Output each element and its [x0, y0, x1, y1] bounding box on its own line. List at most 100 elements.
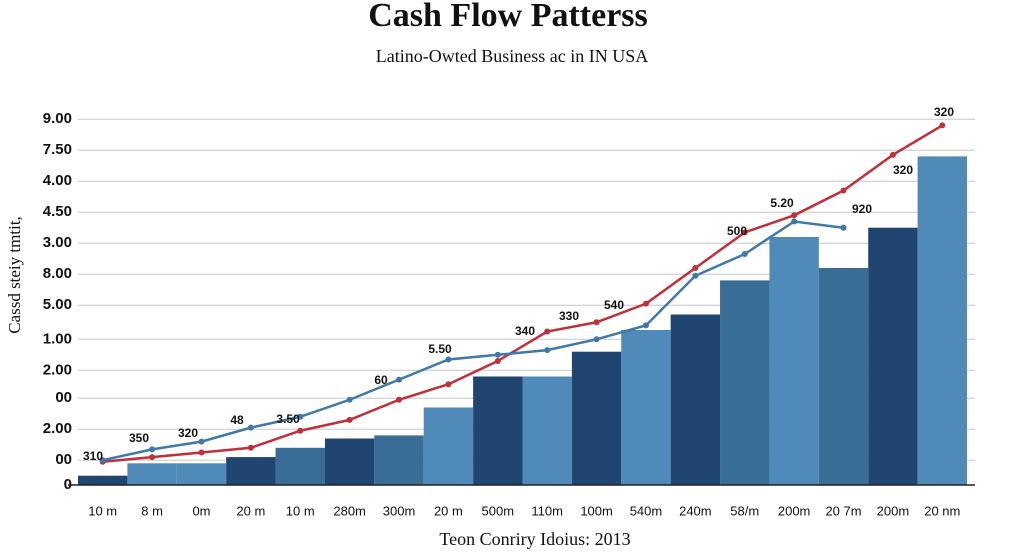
chart-title: Cash Flow Patterss	[368, 0, 648, 34]
annotation: 330	[559, 309, 579, 323]
x-tick-label: 540m	[630, 503, 663, 518]
bar	[275, 447, 325, 485]
bar	[127, 463, 177, 485]
line-point	[889, 151, 896, 158]
line-point	[99, 457, 106, 464]
bar	[621, 330, 671, 485]
y-tick-label: 2.00	[43, 420, 72, 437]
annotation: 3.50	[276, 412, 300, 426]
bar	[571, 351, 622, 485]
x-tick-label: 110m	[531, 503, 563, 518]
bar	[324, 438, 375, 485]
bar	[868, 227, 918, 485]
bar	[522, 376, 572, 485]
x-tick-label: 280m	[333, 503, 366, 518]
annotation: 48	[230, 413, 244, 427]
x-tick-label: 500m	[482, 503, 515, 518]
line-point	[396, 376, 403, 383]
y-tick-label: 5.00	[43, 296, 72, 313]
y-tick-label: 1.00	[43, 330, 72, 347]
line-point	[692, 272, 699, 279]
bar	[818, 268, 869, 485]
x-tick-label: 0m	[192, 503, 210, 518]
chart-subtitle: Latino-Owted Business ac in IN USA	[376, 46, 648, 66]
y-tick-label: 00	[55, 451, 72, 468]
bar	[720, 280, 770, 485]
bar	[917, 156, 967, 485]
line-point	[149, 446, 156, 453]
line-point	[297, 427, 304, 434]
line-point	[791, 218, 798, 225]
line-series	[102, 220, 844, 462]
annotation: 500	[727, 224, 747, 238]
annotation: 540	[604, 298, 624, 312]
x-tick-label: 58/m	[730, 503, 759, 518]
line-point	[692, 265, 699, 271]
line-point	[593, 319, 600, 326]
bar	[78, 475, 128, 485]
line-point	[445, 356, 452, 363]
x-tick-label: 10 m	[286, 503, 315, 518]
line-point	[198, 438, 205, 445]
annotation: 320	[893, 163, 913, 177]
line-point	[247, 444, 254, 451]
bar	[176, 463, 227, 485]
line-point	[593, 336, 600, 343]
annotation: 340	[515, 324, 535, 338]
annotation: 310	[83, 449, 103, 463]
annotation: 60	[374, 373, 388, 387]
line-point	[642, 300, 649, 307]
line-point	[939, 122, 946, 129]
line-point	[840, 224, 847, 231]
y-tick-label: 4.50	[43, 203, 72, 220]
line-point	[247, 424, 254, 431]
bar	[226, 457, 276, 485]
line-point	[396, 396, 403, 403]
line-point	[642, 322, 649, 329]
line-point	[346, 416, 353, 423]
y-tick-label: 7.50	[43, 141, 72, 158]
x-tick-label: 240m	[679, 503, 712, 518]
bar	[473, 376, 523, 485]
line-point	[149, 454, 156, 461]
y-axis-label: Cassd steiy tmtit,	[5, 216, 24, 334]
y-tick-label: 4.00	[43, 172, 72, 189]
x-axis-label: Teon Conriry Idoius: 2013	[439, 529, 630, 549]
x-tick-label: 100m	[580, 503, 613, 518]
line-point	[840, 187, 847, 194]
line-point	[741, 251, 748, 258]
y-tick-label: 9.00	[43, 110, 72, 127]
line-point	[346, 396, 353, 403]
line-point	[297, 413, 304, 420]
line-point	[494, 358, 501, 364]
annotation: 320	[934, 105, 954, 119]
x-tick-label: 300m	[383, 503, 416, 518]
bar	[423, 407, 474, 485]
annotation: 920	[852, 202, 872, 216]
line-series	[102, 124, 943, 463]
line-point	[791, 212, 798, 219]
bar	[769, 237, 819, 485]
bar	[670, 314, 721, 485]
y-tick-label: 0	[64, 476, 72, 493]
y-tick-label: 2.00	[43, 361, 72, 378]
annotation: 320	[178, 426, 198, 440]
annotation: 5.20	[770, 196, 794, 210]
x-tick-label: 20 m	[236, 503, 265, 518]
line-point	[198, 449, 205, 456]
x-tick-label: 20 7m	[825, 503, 861, 518]
annotation: 5.50	[428, 342, 452, 356]
x-tick-label: 200m	[778, 503, 811, 518]
line-point	[494, 351, 501, 358]
line-point	[544, 347, 551, 354]
x-tick-label: 20 nm	[924, 503, 960, 518]
line-point	[445, 381, 452, 388]
annotation: 350	[129, 431, 149, 445]
x-tick-label: 20 m	[434, 503, 463, 518]
line-point	[544, 328, 551, 335]
y-tick-label: 3.00	[43, 234, 72, 251]
line-point	[741, 229, 748, 236]
bar	[374, 435, 424, 485]
y-tick-label: 8.00	[43, 265, 72, 282]
